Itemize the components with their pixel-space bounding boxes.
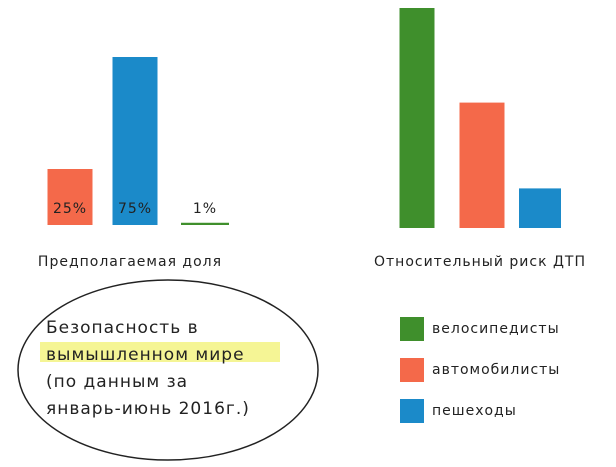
bar bbox=[519, 188, 561, 228]
bar bbox=[181, 222, 229, 225]
value-label: 1% bbox=[193, 201, 217, 217]
annotation-line: вымышленном мире bbox=[46, 345, 245, 365]
bar bbox=[399, 8, 435, 228]
annotation-line: январь-июнь 2016г.) bbox=[46, 399, 250, 419]
annotation-ellipse bbox=[17, 279, 319, 461]
annotation-line: (по данным за bbox=[46, 372, 188, 392]
legend-swatch bbox=[400, 358, 424, 382]
legend-swatch bbox=[400, 399, 424, 423]
annotation-line: Безопасность в bbox=[46, 318, 199, 338]
value-label: 75% bbox=[118, 201, 152, 217]
bar bbox=[459, 102, 505, 228]
bar bbox=[47, 169, 93, 225]
value-label: 25% bbox=[53, 201, 87, 217]
bar bbox=[112, 57, 158, 225]
legend-label: автомобилисты bbox=[432, 362, 560, 378]
legend-label: велосипедисты bbox=[432, 321, 560, 337]
highlight bbox=[40, 342, 280, 362]
legend-label: пешеходы bbox=[432, 403, 517, 419]
chart-title: Относительный риск ДТП bbox=[374, 254, 586, 270]
chart-title: Предполагаемая доля bbox=[38, 254, 222, 270]
legend-swatch bbox=[400, 317, 424, 341]
